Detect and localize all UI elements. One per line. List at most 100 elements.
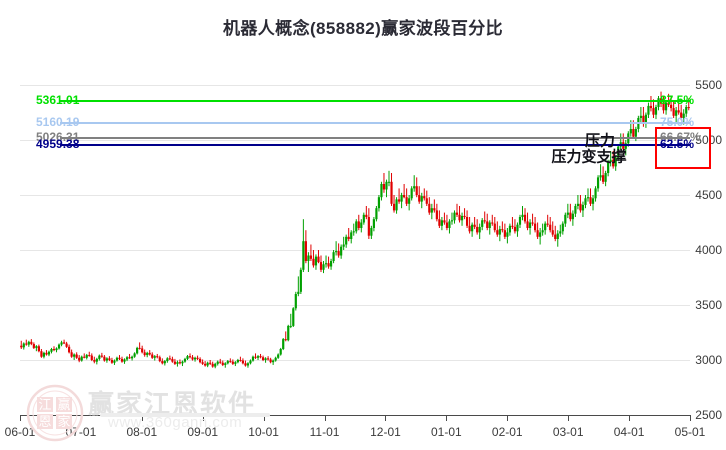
x-axis-label: 08-01	[126, 425, 158, 439]
candle-body	[249, 360, 252, 364]
candle-body	[586, 197, 590, 199]
seal-char-2: 赢	[57, 397, 70, 412]
candle-body	[644, 114, 648, 124]
candle-body	[556, 233, 559, 239]
candle-body	[173, 361, 177, 364]
candle-body	[32, 344, 35, 348]
candle-body	[347, 236, 350, 239]
y-axis-label: 4500	[695, 188, 722, 202]
candle-body	[176, 362, 179, 364]
candle-body	[98, 355, 101, 359]
candle-body	[221, 362, 224, 365]
x-axis-tick	[141, 415, 143, 421]
candle-body	[332, 252, 335, 261]
candle-body	[319, 262, 323, 270]
candle-body	[100, 355, 103, 357]
candle-body	[138, 347, 141, 349]
candle-body	[496, 230, 499, 235]
candle-body	[654, 107, 658, 115]
candle-body	[304, 241, 307, 261]
candle-body	[264, 358, 267, 360]
candle-body	[312, 258, 315, 266]
candle-body	[35, 346, 38, 348]
candle-body	[440, 220, 443, 226]
candle-body	[614, 157, 617, 167]
candle-body	[554, 234, 557, 239]
candle-body	[367, 217, 370, 236]
candle-body	[287, 325, 290, 341]
candle-body	[667, 102, 670, 105]
y-axis-label: 2500	[695, 408, 722, 422]
level-line-resistance-6667	[60, 137, 690, 140]
x-axis-label: 01-01	[431, 425, 462, 439]
gridline	[20, 360, 690, 361]
candle-body	[549, 224, 552, 231]
candle-body	[309, 255, 313, 259]
candle-body	[566, 212, 569, 215]
candle-body	[171, 358, 174, 362]
candle-body	[231, 361, 234, 364]
annotation-pressure: 压力	[584, 132, 616, 150]
x-axis-label: 04-01	[613, 425, 645, 439]
candle-body	[246, 363, 250, 366]
candle-body	[539, 232, 542, 237]
x-axis-tick	[507, 415, 509, 421]
candle-body	[652, 108, 655, 115]
candle-body	[498, 229, 501, 235]
candle-body	[211, 363, 214, 367]
level-percent-resistance-875: 87.5%	[660, 93, 695, 108]
candle-body	[259, 356, 262, 358]
candle-body	[239, 360, 242, 361]
candle-body	[589, 197, 592, 204]
candle-body	[438, 219, 441, 226]
candle-body	[584, 198, 587, 205]
level-line-resistance-875	[60, 100, 690, 103]
candle-body	[68, 346, 71, 353]
x-axis-label: 09-01	[187, 425, 219, 439]
candle-body	[85, 355, 88, 358]
candle-body	[224, 363, 227, 365]
candle-body	[581, 204, 585, 211]
candle-body	[110, 360, 114, 363]
candle-body	[128, 357, 131, 359]
candle-body	[564, 214, 567, 224]
candle-body	[297, 291, 300, 294]
candle-body	[612, 159, 615, 167]
level-price-resistance-875: 5361.01	[36, 93, 80, 108]
candle-body	[136, 347, 139, 354]
x-axis-label: 05-01	[674, 425, 706, 439]
x-axis-label: 12-01	[370, 425, 401, 439]
x-axis-label: 10-01	[248, 425, 279, 439]
candle-body	[493, 223, 496, 231]
candle-body	[158, 357, 161, 362]
y-axis-label: 3500	[695, 298, 722, 312]
candle-body	[664, 102, 668, 111]
level-highlight-box	[655, 127, 711, 169]
candle-body	[430, 208, 433, 213]
candle-body	[201, 362, 204, 364]
x-axis-tick	[690, 415, 691, 421]
candle-body	[168, 358, 171, 360]
candle-body	[632, 129, 635, 137]
candle-body	[503, 230, 506, 237]
candle-body	[385, 181, 388, 190]
candle-body	[123, 359, 126, 362]
candle-body	[40, 351, 43, 357]
candle-body	[506, 232, 509, 237]
candle-body	[607, 162, 610, 173]
candle-body	[45, 352, 48, 355]
candle-body	[57, 344, 61, 349]
candle-body	[403, 195, 406, 198]
candle-body	[357, 221, 360, 228]
level-line-resistance-625	[60, 144, 690, 147]
candle-body	[468, 225, 471, 232]
candle-body	[279, 349, 282, 355]
candle-body	[37, 346, 40, 352]
y-axis-label: 3000	[695, 353, 722, 367]
candle-body	[591, 198, 595, 204]
candle-body	[130, 356, 134, 359]
candle-body	[143, 352, 146, 356]
candle-body	[299, 269, 302, 292]
candle-body	[450, 220, 454, 222]
candle-body	[571, 213, 574, 220]
